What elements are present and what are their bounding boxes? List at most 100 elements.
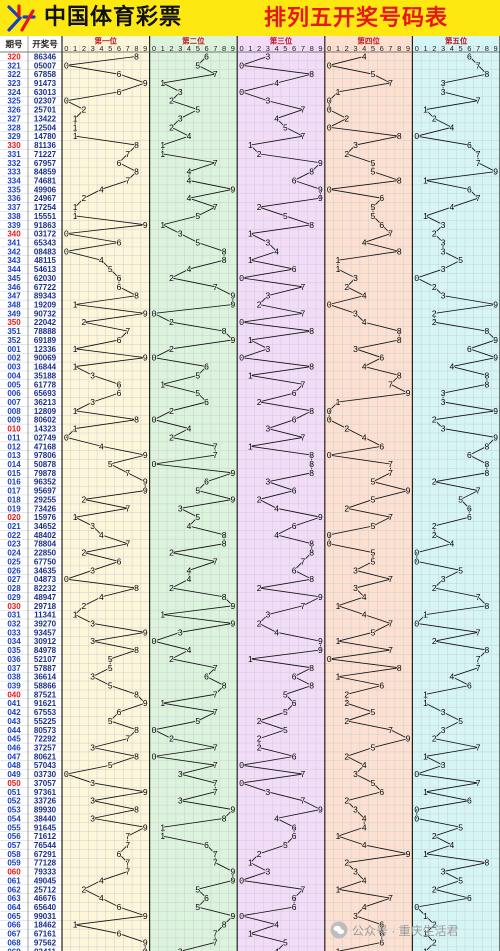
digit-marker: 5 bbox=[458, 494, 463, 504]
digit-marker: 1 bbox=[73, 362, 78, 372]
digit-marker: 3 bbox=[441, 264, 446, 274]
digit-marker: 8 bbox=[134, 291, 139, 301]
number-cell: 15976 bbox=[34, 513, 57, 522]
digit-marker: 4 bbox=[99, 255, 104, 265]
digit-marker: 7 bbox=[301, 796, 306, 806]
issue-cell: 346 bbox=[7, 283, 21, 292]
digit-label: 9 bbox=[231, 44, 235, 53]
number-cell: 19209 bbox=[34, 301, 57, 310]
number-cell: 93411 bbox=[34, 947, 56, 951]
digit-marker: 0 bbox=[414, 273, 419, 283]
digit-label: 9 bbox=[406, 44, 410, 53]
digit-marker: 0 bbox=[64, 60, 69, 70]
number-cell: 12504 bbox=[34, 123, 57, 132]
digit-marker: 3 bbox=[178, 113, 183, 123]
digit-marker: 1 bbox=[160, 379, 165, 389]
issue-cell: 008 bbox=[7, 407, 21, 416]
issue-cell: 344 bbox=[7, 265, 21, 274]
digit-marker: 0 bbox=[64, 246, 69, 256]
digit-marker: 4 bbox=[274, 78, 279, 88]
digit-marker: 7 bbox=[301, 432, 306, 442]
issue-cell: 062 bbox=[7, 885, 21, 894]
digit-marker: 6 bbox=[204, 893, 209, 903]
number-cell: 91473 bbox=[34, 79, 57, 88]
number-cell: 79878 bbox=[34, 469, 57, 478]
digit-marker: 2 bbox=[257, 583, 262, 593]
digit-marker: 5 bbox=[371, 167, 376, 177]
digit-marker: 5 bbox=[371, 707, 376, 717]
digit-marker: 7 bbox=[213, 778, 218, 788]
digit-marker: 0 bbox=[327, 96, 332, 106]
digit-label: 3 bbox=[353, 44, 357, 53]
digit-label: 4 bbox=[99, 44, 103, 53]
issue-cell: 015 bbox=[7, 469, 21, 478]
digit-marker: 1 bbox=[73, 344, 78, 354]
digit-label: 2 bbox=[345, 44, 349, 53]
digit-marker: 5 bbox=[108, 680, 113, 690]
issue-cell: 009 bbox=[7, 416, 21, 425]
number-cell: 91863 bbox=[34, 221, 57, 230]
issue-cell: 050 bbox=[7, 779, 21, 788]
digit-marker: 9 bbox=[143, 627, 148, 637]
digit-marker: 7 bbox=[125, 503, 130, 513]
digit-marker: 6 bbox=[467, 184, 472, 194]
digit-marker: 0 bbox=[414, 902, 419, 912]
digit-label: 0 bbox=[415, 44, 419, 53]
number-cell: 35188 bbox=[34, 371, 57, 380]
issue-cell: 014 bbox=[7, 460, 21, 469]
digit-marker: 3 bbox=[178, 229, 183, 239]
digit-marker: 0 bbox=[239, 353, 244, 363]
digit-marker: 6 bbox=[117, 282, 122, 292]
digit-marker: 9 bbox=[230, 494, 235, 504]
digit-marker: 0 bbox=[327, 406, 332, 416]
digit-marker: 3 bbox=[353, 565, 358, 575]
issue-cell: 352 bbox=[7, 336, 21, 345]
digit-marker: 2 bbox=[257, 397, 262, 407]
digit-marker: 7 bbox=[213, 663, 218, 673]
number-header: 开奖号 bbox=[32, 39, 58, 50]
digit-marker: 8 bbox=[222, 255, 227, 265]
digit-label: 7 bbox=[388, 44, 392, 53]
issue-cell: 019 bbox=[7, 504, 21, 513]
digit-marker: 9 bbox=[318, 805, 323, 815]
digit-marker: 4 bbox=[362, 237, 367, 247]
digit-marker: 8 bbox=[134, 415, 139, 425]
issue-cell: 023 bbox=[7, 540, 21, 549]
number-cell: 49045 bbox=[34, 876, 57, 885]
digit-marker: 3 bbox=[90, 813, 95, 823]
digit-marker: 0 bbox=[327, 300, 332, 310]
digit-marker: 8 bbox=[309, 680, 314, 690]
issue-cell: 327 bbox=[7, 114, 21, 123]
issue-cell: 042 bbox=[7, 708, 21, 717]
digit-marker: 6 bbox=[467, 512, 472, 522]
issue-cell: 022 bbox=[7, 531, 21, 540]
number-cell: 67553 bbox=[34, 708, 57, 717]
digit-marker: 4 bbox=[362, 592, 367, 602]
digit-marker: 8 bbox=[222, 813, 227, 823]
digit-marker: 4 bbox=[187, 521, 192, 531]
digit-marker: 8 bbox=[309, 539, 314, 549]
digit-label: 6 bbox=[292, 44, 296, 53]
digit-marker: 1 bbox=[73, 202, 78, 212]
digit-marker: 9 bbox=[230, 911, 235, 921]
digit-label: 7 bbox=[301, 44, 305, 53]
digit-marker: 7 bbox=[125, 867, 130, 877]
position-title: 第五位 bbox=[445, 36, 468, 46]
number-cell: 54613 bbox=[34, 265, 57, 274]
digit-marker: 0 bbox=[327, 530, 332, 540]
digit-marker: 2 bbox=[432, 831, 437, 841]
digit-marker: 8 bbox=[309, 459, 314, 469]
issue-cell: 323 bbox=[7, 79, 21, 88]
issue-cell: 026 bbox=[7, 566, 21, 575]
digit-marker: 9 bbox=[230, 867, 235, 877]
digit-label: 4 bbox=[275, 44, 279, 53]
digit-marker: 7 bbox=[125, 326, 130, 336]
digit-marker: 2 bbox=[169, 432, 174, 442]
issue-cell: 016 bbox=[7, 478, 21, 487]
digit-marker: 4 bbox=[274, 503, 279, 513]
issue-cell: 002 bbox=[7, 354, 21, 363]
digit-marker: 5 bbox=[195, 211, 200, 221]
issue-cell: 322 bbox=[7, 70, 21, 79]
digit-marker: 0 bbox=[414, 556, 419, 566]
